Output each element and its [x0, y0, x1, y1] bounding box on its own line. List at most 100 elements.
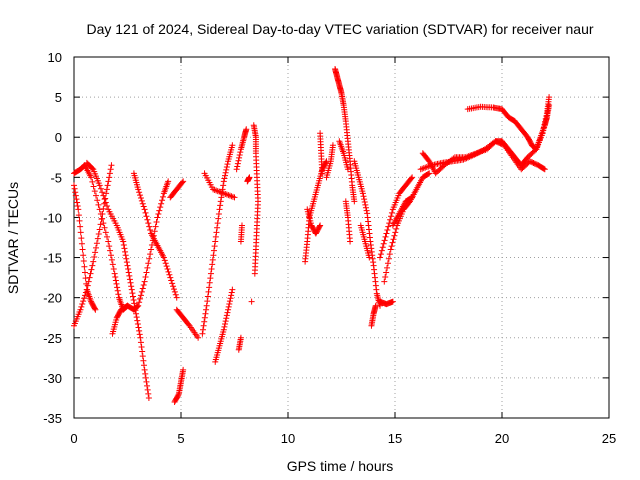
data-point [144, 264, 151, 271]
data-point [351, 198, 358, 205]
data-point [229, 286, 236, 293]
data-point [220, 326, 227, 333]
data-point [139, 200, 146, 207]
data-point [99, 189, 106, 196]
data-point [101, 224, 108, 231]
data-point [366, 254, 373, 261]
data-point [140, 357, 147, 364]
data-point [161, 257, 168, 264]
x-tick-label: 15 [388, 431, 402, 446]
data-point [160, 254, 167, 261]
data-point [139, 353, 146, 360]
data-point [80, 298, 87, 305]
data-point [144, 216, 151, 223]
data-point [165, 268, 172, 275]
y-tick-label: -30 [43, 371, 62, 386]
data-point [156, 207, 163, 214]
data-point [347, 238, 354, 245]
data-point [236, 151, 243, 158]
data-point [136, 331, 143, 338]
data-point [383, 230, 390, 237]
data-point [135, 324, 142, 331]
data-point [317, 222, 324, 229]
data-point [104, 202, 111, 209]
data-point [206, 279, 213, 286]
data-point [388, 243, 395, 250]
data-point [222, 321, 229, 328]
series-arc-12 [201, 170, 238, 201]
data-point [90, 183, 97, 190]
data-point [108, 162, 115, 169]
x-tick-label: 25 [602, 431, 616, 446]
data-point [378, 247, 385, 254]
y-tick-label: -10 [43, 210, 62, 225]
data-point [384, 260, 391, 267]
data-point [73, 196, 80, 203]
data-point [78, 240, 85, 247]
data-point [95, 231, 102, 238]
data-point [103, 186, 110, 193]
x-axis-label: GPS time / hours [287, 458, 394, 474]
data-point [200, 326, 207, 333]
series-arc-15 [237, 222, 245, 245]
data-point [102, 199, 109, 206]
data-point [385, 255, 392, 262]
series-arc-31 [381, 170, 433, 285]
data-point [384, 227, 391, 234]
data-point [79, 246, 86, 253]
data-point [217, 198, 224, 205]
data-point [152, 223, 159, 230]
data-point [91, 305, 98, 312]
data-point [408, 194, 415, 201]
data-point [359, 190, 366, 197]
data-point [157, 204, 164, 211]
y-tick-label: -15 [43, 251, 62, 266]
data-point [89, 178, 96, 185]
data-point [94, 197, 101, 204]
data-point [122, 252, 129, 259]
data-point [179, 179, 186, 186]
data-point [139, 285, 146, 292]
data-point [91, 188, 98, 195]
data-point [105, 178, 112, 185]
data-point [218, 194, 225, 201]
data-point [134, 317, 141, 324]
data-point [246, 174, 253, 181]
data-point [147, 251, 154, 258]
data-point [145, 390, 152, 397]
data-point [93, 192, 100, 199]
data-point [136, 189, 143, 196]
grid-lines [74, 57, 609, 418]
data-point [120, 241, 127, 248]
data-point [108, 256, 115, 263]
data-point [220, 182, 227, 189]
data-point [235, 157, 242, 164]
data-point [377, 254, 384, 261]
data-point [97, 221, 104, 228]
data-point [92, 306, 99, 313]
data-point [106, 243, 113, 250]
data-point [381, 278, 388, 285]
data-point [154, 214, 161, 221]
series-arc-06 [130, 170, 180, 301]
data-point [89, 165, 96, 172]
data-point [89, 262, 96, 269]
data-point [91, 253, 98, 260]
data-point [389, 239, 396, 246]
y-tick-label: -20 [43, 291, 62, 306]
data-point [217, 202, 224, 209]
data-point [110, 266, 117, 273]
data-point [382, 233, 389, 240]
data-point [139, 348, 146, 355]
data-point [125, 266, 132, 273]
data-point [72, 189, 79, 196]
data-point [126, 272, 133, 279]
data-point [81, 263, 88, 270]
series-arc-17 [250, 122, 262, 277]
data-point [97, 211, 104, 218]
data-point [127, 279, 134, 286]
data-point [123, 259, 130, 266]
data-point [113, 280, 120, 287]
data-point [199, 330, 206, 337]
data-point [158, 200, 165, 207]
